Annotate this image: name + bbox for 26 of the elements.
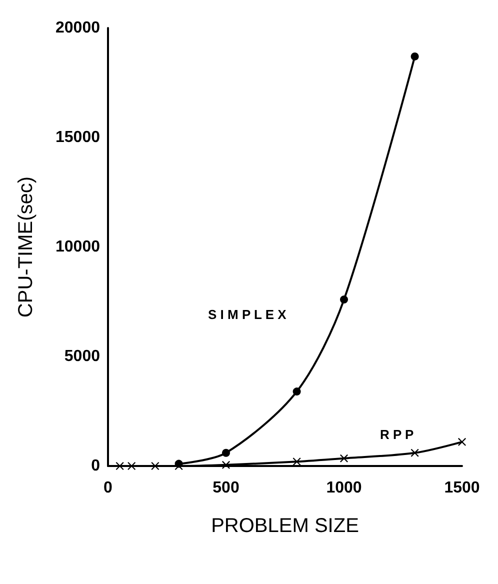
- x-axis-title: PROBLEM SIZE: [211, 515, 359, 537]
- point: [116, 462, 124, 470]
- point: [222, 448, 230, 457]
- x-tick-label: 500: [212, 480, 240, 496]
- point: [292, 388, 301, 396]
- point: [340, 454, 348, 462]
- annotation: S I M P L E X: [208, 307, 287, 322]
- y-axis-title: CPU-TIME(sec): [15, 176, 37, 318]
- y-tick-label: 5000: [64, 348, 100, 365]
- point: [458, 438, 466, 446]
- x-tick-label: 1500: [444, 480, 480, 496]
- point: [151, 462, 160, 470]
- y-tick-label: 15000: [56, 129, 100, 146]
- point: [222, 460, 230, 469]
- annotation: R P P: [380, 427, 414, 442]
- point: [410, 52, 419, 60]
- point: [128, 462, 136, 470]
- y-tick-label: 0: [91, 458, 100, 474]
- y-tick-label: 20000: [56, 20, 100, 36]
- point: [292, 458, 301, 466]
- x-tick-label: 1000: [326, 480, 362, 496]
- y-tick-label: 10000: [56, 238, 100, 256]
- point: [410, 448, 419, 457]
- point: [340, 296, 348, 304]
- x-tick-label: 0: [104, 480, 113, 496]
- point: [174, 462, 183, 470]
